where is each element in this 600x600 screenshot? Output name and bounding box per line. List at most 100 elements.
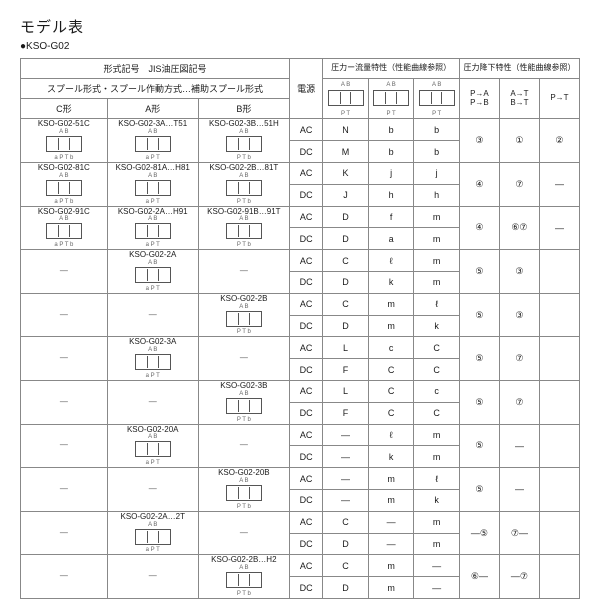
val-cell: m (368, 555, 414, 577)
pd-cell: ⑤ (459, 293, 499, 337)
model-dash: — (107, 293, 198, 337)
pd-cell: ② (539, 119, 579, 163)
model-dash: — (198, 337, 289, 381)
val-cell: DC (289, 533, 322, 555)
val-cell: DC (289, 184, 322, 206)
val-cell: b (414, 119, 460, 141)
val-cell: k (368, 271, 414, 293)
hdr-cB: B形 (198, 99, 289, 119)
val-cell: AC (289, 380, 322, 402)
model-table: 形式記号 JIS油圧図記号 電源 圧力ー流量特性（性能曲線参照） 圧力降下特性（… (20, 58, 580, 599)
val-cell: AC (289, 119, 322, 141)
pd-cell: ③ (499, 293, 539, 337)
val-cell: — (323, 468, 369, 490)
model-cell: KSO-G02-51CA Ba P T b (21, 119, 108, 163)
pd-cell: ③ (459, 119, 499, 163)
val-cell: DC (289, 402, 322, 424)
val-cell: AC (289, 424, 322, 446)
val-cell: C (323, 293, 369, 315)
pd-cell (539, 337, 579, 381)
pd-cell (539, 468, 579, 512)
val-cell: DC (289, 141, 322, 163)
pd-cell: — (499, 468, 539, 512)
pd-cell: ④ (459, 162, 499, 206)
model-cell: KSO-G02-20BA BP T b (198, 468, 289, 512)
val-cell: J (323, 184, 369, 206)
val-cell: k (368, 446, 414, 468)
val-cell: m (368, 468, 414, 490)
val-cell: b (414, 141, 460, 163)
val-cell: m (414, 446, 460, 468)
val-cell: L (323, 337, 369, 359)
val-cell: a (368, 228, 414, 250)
pd-cell: ⑤ (459, 337, 499, 381)
val-cell: f (368, 206, 414, 228)
pd-cell (539, 250, 579, 294)
val-cell: — (323, 446, 369, 468)
val-cell: C (368, 380, 414, 402)
val-cell: DC (289, 577, 322, 599)
model-cell: KSO-G02-81A…H81A Ba P T (107, 162, 198, 206)
val-cell: — (414, 577, 460, 599)
model-cell: KSO-G02-2A…2TA Ba P T (107, 511, 198, 555)
model-cell: KSO-G02-3AA Ba P T (107, 337, 198, 381)
model-dash: — (21, 293, 108, 337)
model-dash: — (21, 380, 108, 424)
val-cell: C (414, 402, 460, 424)
val-cell: C (368, 402, 414, 424)
hdr-drop: 圧力降下特性（性能曲線参照） (459, 59, 579, 79)
val-cell: F (323, 359, 369, 381)
pd-cell: ⑦ (499, 380, 539, 424)
model-dash: — (107, 555, 198, 599)
hdr-cA: A形 (107, 99, 198, 119)
val-cell: k (414, 315, 460, 337)
val-cell: m (414, 228, 460, 250)
val-cell: c (414, 380, 460, 402)
val-cell: D (323, 533, 369, 555)
pd-cell (539, 555, 579, 599)
val-cell: AC (289, 555, 322, 577)
val-cell: N (323, 119, 369, 141)
val-cell: m (368, 293, 414, 315)
val-cell: DC (289, 489, 322, 511)
val-cell: AC (289, 337, 322, 359)
val-cell: m (414, 533, 460, 555)
model-cell: KSO-G02-3BA BP T b (198, 380, 289, 424)
hdr-model: 形式記号 JIS油圧図記号 (21, 59, 290, 79)
val-cell: AC (289, 468, 322, 490)
pd-cell (539, 380, 579, 424)
model-dash: — (107, 380, 198, 424)
val-cell: DC (289, 446, 322, 468)
val-cell: DC (289, 359, 322, 381)
pd-cell: ⑤ (459, 380, 499, 424)
val-cell: C (414, 359, 460, 381)
pd-cell: —⑦ (499, 555, 539, 599)
val-cell: ℓ (414, 293, 460, 315)
val-cell: m (414, 206, 460, 228)
val-cell: M (323, 141, 369, 163)
model-dash: — (21, 555, 108, 599)
hdr-cC: C形 (21, 99, 108, 119)
model-dash: — (107, 468, 198, 512)
pd-cell: —⑤ (459, 511, 499, 555)
hdr-spool: スプール形式・スプール作動方式…補助スプール形式 (21, 79, 290, 99)
val-cell: C (323, 511, 369, 533)
model-cell: KSO-G02-20AA Ba P T (107, 424, 198, 468)
val-cell: m (414, 511, 460, 533)
model-dash: — (21, 337, 108, 381)
pd-cell (539, 293, 579, 337)
pd-cell (539, 424, 579, 468)
val-cell: h (414, 184, 460, 206)
pd-cell: ⑥⑦ (499, 206, 539, 250)
val-cell: L (323, 380, 369, 402)
model-dash: — (198, 250, 289, 294)
pd-cell: ⑦ (499, 162, 539, 206)
val-cell: m (368, 577, 414, 599)
val-cell: m (368, 489, 414, 511)
val-cell: F (323, 402, 369, 424)
val-cell: m (414, 271, 460, 293)
val-cell: D (323, 228, 369, 250)
val-cell: D (323, 577, 369, 599)
val-cell: C (368, 359, 414, 381)
pd-cell: ③ (499, 250, 539, 294)
